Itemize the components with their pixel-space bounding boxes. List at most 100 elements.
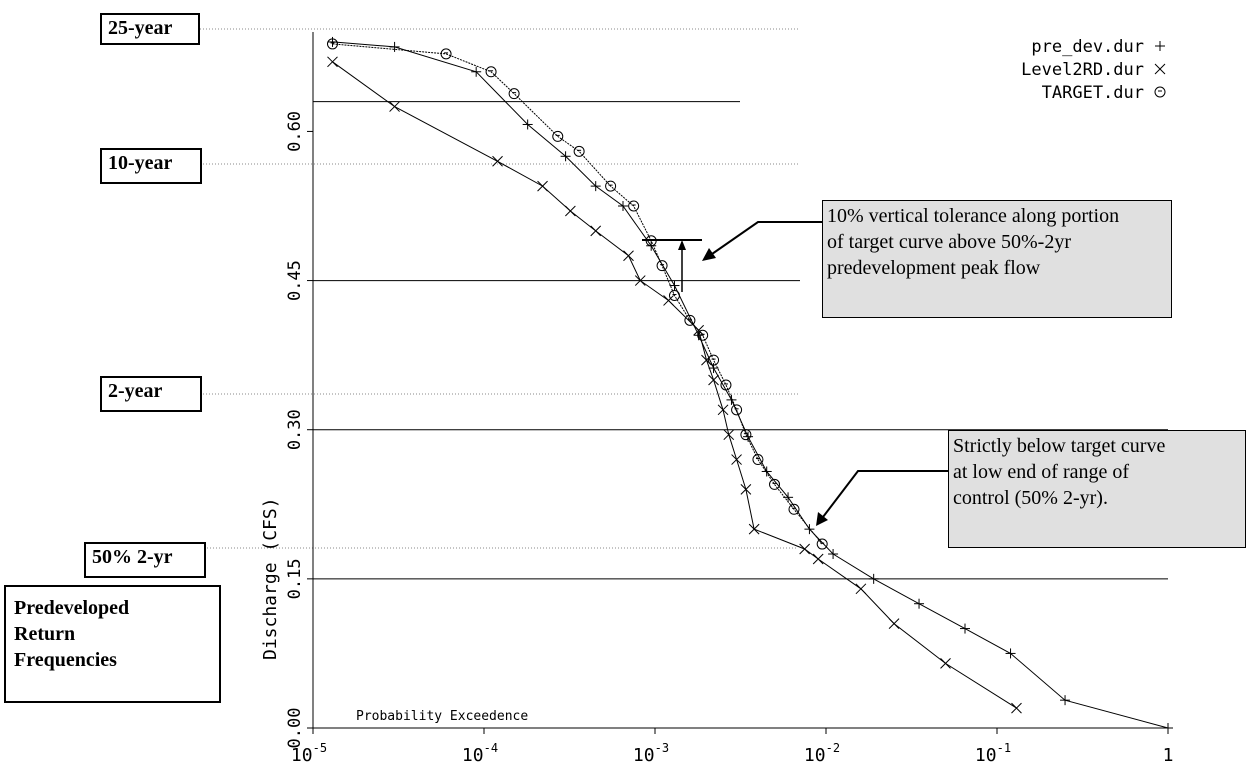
data-point (731, 404, 743, 416)
x-tick-label: 1 (1163, 745, 1174, 765)
x-tick-label: 10-4 (462, 741, 498, 765)
annotation-below-line-3: control (50% 2-yr). (953, 487, 1108, 509)
data-point (669, 280, 680, 291)
data-point (560, 151, 571, 162)
data-point (1011, 702, 1022, 714)
data-point (708, 374, 719, 386)
level-box-2-year: 2-year (100, 376, 202, 412)
annotation-tolerance-line-1: 10% vertical tolerance along portion (827, 205, 1120, 227)
x-axis-label: Probability Exceedence (356, 709, 528, 724)
data-point (668, 289, 680, 301)
series-line (332, 41, 1169, 729)
data-point (1163, 723, 1173, 733)
predeveloped-return-frequencies-box: Predeveloped Return Frequencies (4, 585, 221, 703)
legend-item-level2rd: Level2RD.dur (1021, 60, 1144, 80)
y-tick-label: 0.30 (285, 409, 305, 450)
annotation-strictly-below: Strictly below target curve at low end o… (948, 430, 1246, 548)
legend: pre_dev.dur Level2RD.dur TARGET.dur (1021, 37, 1166, 103)
y-tick-label: 0.00 (285, 708, 305, 749)
data-point (471, 66, 482, 77)
level-box-25-year: 25-year (100, 13, 200, 45)
tolerance-arrow-head (678, 240, 686, 250)
data-point (389, 41, 400, 52)
annotation-below-line-1: Strictly below target curve (953, 435, 1166, 457)
legend-markers (1154, 41, 1166, 98)
callout-1-arrowhead (702, 248, 716, 261)
data-point (717, 404, 729, 416)
freq-line-1: Predeveloped (14, 597, 130, 619)
data-point (663, 295, 674, 306)
freq-line-2: Return (14, 623, 76, 645)
data-point (537, 180, 548, 192)
data-point (828, 549, 839, 559)
data-point (628, 200, 640, 212)
data-point (1154, 86, 1166, 98)
data-point (812, 553, 824, 565)
x-tick-label: 10-3 (633, 741, 669, 765)
x-tick-label: 10-5 (291, 741, 327, 765)
data-point (389, 101, 400, 112)
data-point (723, 429, 735, 441)
series-line (332, 61, 1017, 709)
data-point (573, 145, 585, 157)
y-axis-label: Discharge (CFS) (260, 497, 281, 660)
data-point (1155, 41, 1165, 51)
data-point (684, 314, 696, 326)
data-point (960, 623, 971, 634)
data-point (761, 466, 772, 477)
data-point (618, 201, 629, 211)
series-group (326, 36, 1173, 733)
data-point (752, 454, 764, 466)
data-point (743, 431, 754, 442)
y-ticks: 0.00 0.15 0.30 0.45 0.60 (285, 111, 313, 749)
data-point (326, 38, 338, 50)
data-point (1005, 648, 1016, 659)
x-ticks: 10-5 10-4 10-3 10-2 10-1 1 (291, 728, 1173, 765)
level2rd-series (327, 56, 1022, 714)
data-point (868, 573, 879, 584)
x-tick-label: 10-2 (804, 741, 840, 765)
y-tick-label: 0.60 (285, 111, 305, 152)
data-point (605, 180, 617, 192)
annotation-tolerance-line-3: predevelopment peak flow (827, 257, 1041, 279)
data-point (708, 354, 720, 366)
data-point (788, 503, 800, 515)
data-point (623, 250, 634, 262)
data-point (816, 538, 828, 550)
data-point (940, 658, 951, 669)
data-point (327, 56, 338, 68)
annotation-tolerance-line-2: of target curve above 50%-2yr (827, 231, 1071, 253)
pre-dev-series (327, 36, 1173, 733)
data-point (697, 329, 709, 341)
data-point (748, 523, 760, 535)
data-point (888, 618, 900, 629)
level-box-50pct-2-yr: 50% 2-yr (84, 542, 206, 578)
x-tick-label: 10-1 (975, 741, 1011, 765)
legend-item-target: TARGET.dur (1042, 83, 1144, 103)
freq-line-3: Frequencies (14, 649, 117, 671)
data-point (565, 205, 576, 217)
data-point (740, 484, 752, 495)
annotation-below-line-2: at low end of range of (953, 461, 1130, 483)
data-point (552, 130, 564, 142)
data-point (634, 275, 646, 286)
data-point (726, 394, 737, 405)
callout-1 (702, 221, 822, 261)
data-point (485, 66, 497, 78)
data-point (855, 583, 867, 595)
callout-2-arrowhead (816, 512, 828, 526)
data-point (731, 454, 742, 465)
level-box-10-year: 10-year (100, 148, 202, 184)
reference-lines (313, 101, 1168, 580)
data-point (440, 48, 452, 60)
data-point (740, 429, 752, 441)
data-point (804, 524, 815, 535)
data-point (769, 478, 781, 490)
data-point (914, 598, 925, 609)
y-tick-label: 0.45 (285, 260, 305, 301)
annotation-tolerance: 10% vertical tolerance along portion of … (822, 200, 1172, 318)
data-point (656, 260, 668, 272)
data-point (590, 181, 601, 192)
tolerance-indicator (642, 239, 702, 292)
